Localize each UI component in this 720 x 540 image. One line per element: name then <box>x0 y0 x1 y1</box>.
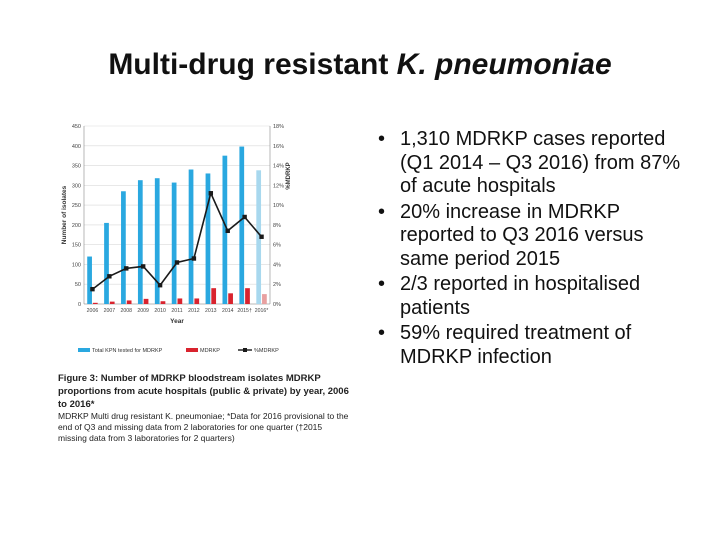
pct-point <box>174 260 180 265</box>
legend-label-total: Total KPN tested for MDRKP <box>92 348 163 354</box>
pct-point <box>140 264 146 269</box>
bullet-text: 1,310 MDRKP cases reported (Q1 2014 – Q3… <box>400 128 681 197</box>
caption-heading: Figure 3: Number of MDRKP bloodstream is… <box>58 373 349 410</box>
legend-swatch-total <box>78 348 90 352</box>
bar-mdrkp <box>194 298 200 304</box>
bar-mdrkp <box>109 301 115 304</box>
bullet-dot: • <box>378 128 386 150</box>
y2-tick-label: 0% <box>273 302 281 308</box>
bar-total <box>239 146 245 304</box>
bar-mdrkp <box>211 288 217 304</box>
y2-tick-label: 12% <box>273 183 284 189</box>
y-tick-label: 450 <box>72 124 81 130</box>
pct-point <box>90 286 95 292</box>
bullet-dot: • <box>378 273 386 295</box>
x-tick-label: 2007 <box>104 308 116 314</box>
y-tick-label: 350 <box>72 164 81 170</box>
bar-total <box>171 182 177 304</box>
y-tick-label: 250 <box>72 203 81 209</box>
y2-tick-label: 16% <box>273 144 284 150</box>
pct-point <box>124 266 129 271</box>
pct-line <box>92 190 263 290</box>
bullet-text: 59% required treatment of MDRKP infectio… <box>400 322 632 368</box>
bullet-text: 2/3 reported in hospitalised patients <box>400 273 641 319</box>
x-tick-label: 2012 <box>188 308 200 314</box>
y-tick-label: 150 <box>72 243 81 249</box>
y-tick-label: 50 <box>75 282 81 288</box>
y2-tick-label: 18% <box>273 124 284 130</box>
bar-total <box>188 169 194 304</box>
bullet-dot: • <box>378 200 386 223</box>
pct-point <box>107 274 112 279</box>
legend-marker-pct <box>243 348 247 352</box>
mdrkp-chart: 0 50 100 150 200 250 300 350 400 450 0% 2% 4% 6% 8% 10%… <box>61 124 292 354</box>
bar-total <box>104 222 109 304</box>
x-tick-label: 2016* <box>255 308 269 314</box>
bar-total <box>87 256 92 304</box>
bar-total <box>137 180 143 304</box>
bar-total <box>121 191 126 304</box>
x-tick-label: 2009 <box>137 308 149 314</box>
bar-total <box>222 155 228 304</box>
x-tick-label: 2008 <box>120 308 132 314</box>
y-tick-label: 0 <box>78 302 81 308</box>
bar-mdrkp <box>143 298 149 304</box>
bar-total <box>256 170 262 304</box>
y2-tick-label: 14% <box>273 164 284 170</box>
y-tick-label: 300 <box>72 183 81 189</box>
bar-mdrkp <box>160 301 166 304</box>
legend-label-mdrkp: MDRKP <box>200 348 220 354</box>
bullet-text: 20% increase in MDRKP reported to Q3 201… <box>400 200 644 270</box>
y-tick-label: 200 <box>72 223 81 229</box>
bullet-list: • 1,310 MDRKP cases reported (Q1 2014 – Q… <box>372 128 692 371</box>
bar-mdrkp <box>126 300 132 304</box>
y2-tick-label: 4% <box>273 262 281 268</box>
pct-point <box>208 191 214 196</box>
y2-axis-label: %MDRKP <box>286 162 292 189</box>
bar-total <box>205 173 211 304</box>
bullet-item: • 2/3 reported in hospitalised patients <box>372 273 692 320</box>
bar-mdrkp <box>262 294 267 304</box>
pct-point <box>259 234 264 239</box>
x-tick-label: 2014 <box>222 308 234 314</box>
x-tick-label: 2013 <box>205 308 217 314</box>
pct-point <box>157 283 163 288</box>
x-tick-label: 2010 <box>154 308 166 314</box>
slide-title-main: Multi-drug resistant <box>108 48 397 81</box>
pct-point <box>225 228 230 234</box>
legend-swatch-mdrkp <box>186 348 198 352</box>
bar-mdrkp <box>177 298 183 304</box>
x-tick-label: 2006 <box>87 308 99 314</box>
bullet-item: • 59% required treatment of MDRKP infecti… <box>372 322 692 369</box>
pct-point <box>191 256 197 261</box>
x-tick-label: 2011 <box>171 308 182 314</box>
bullet-dot: • <box>378 322 386 344</box>
x-tick-label: 2015† <box>237 308 252 314</box>
y-tick-label: 400 <box>72 144 81 150</box>
y2-tick-label: 2% <box>273 282 281 288</box>
y-axis-label: Number of isolates <box>61 185 68 244</box>
bar-mdrkp <box>245 288 250 304</box>
legend-label-pct: %MDRKP <box>254 348 279 354</box>
chart-figure: 0 50 100 150 200 250 300 350 400 450 0% 2% 4% 6% 8% 10%… <box>58 116 350 446</box>
bar-mdrkp <box>228 293 233 304</box>
pct-point <box>242 214 247 220</box>
caption-note: MDRKP Multi drug resistant K. pneumoniae… <box>58 411 349 443</box>
bar-mdrkp <box>92 302 98 304</box>
y-tick-label: 100 <box>72 262 81 268</box>
figure-caption: Figure 3: Number of MDRKP bloodstream is… <box>58 372 350 444</box>
bullet-item: • 20% increase in MDRKP reported to Q3 20… <box>372 201 692 272</box>
slide-title: Multi-drug resistant K. pneumoniae <box>0 48 720 82</box>
y2-tick-label: 8% <box>273 223 281 229</box>
x-axis-label: Year <box>170 318 184 325</box>
y2-tick-label: 10% <box>273 203 284 209</box>
bar-total <box>154 178 160 304</box>
slide-title-italic: K. pneumoniae <box>396 48 612 81</box>
bullet-item: • 1,310 MDRKP cases reported (Q1 2014 – Q… <box>372 128 692 199</box>
y2-tick-label: 6% <box>273 243 281 249</box>
